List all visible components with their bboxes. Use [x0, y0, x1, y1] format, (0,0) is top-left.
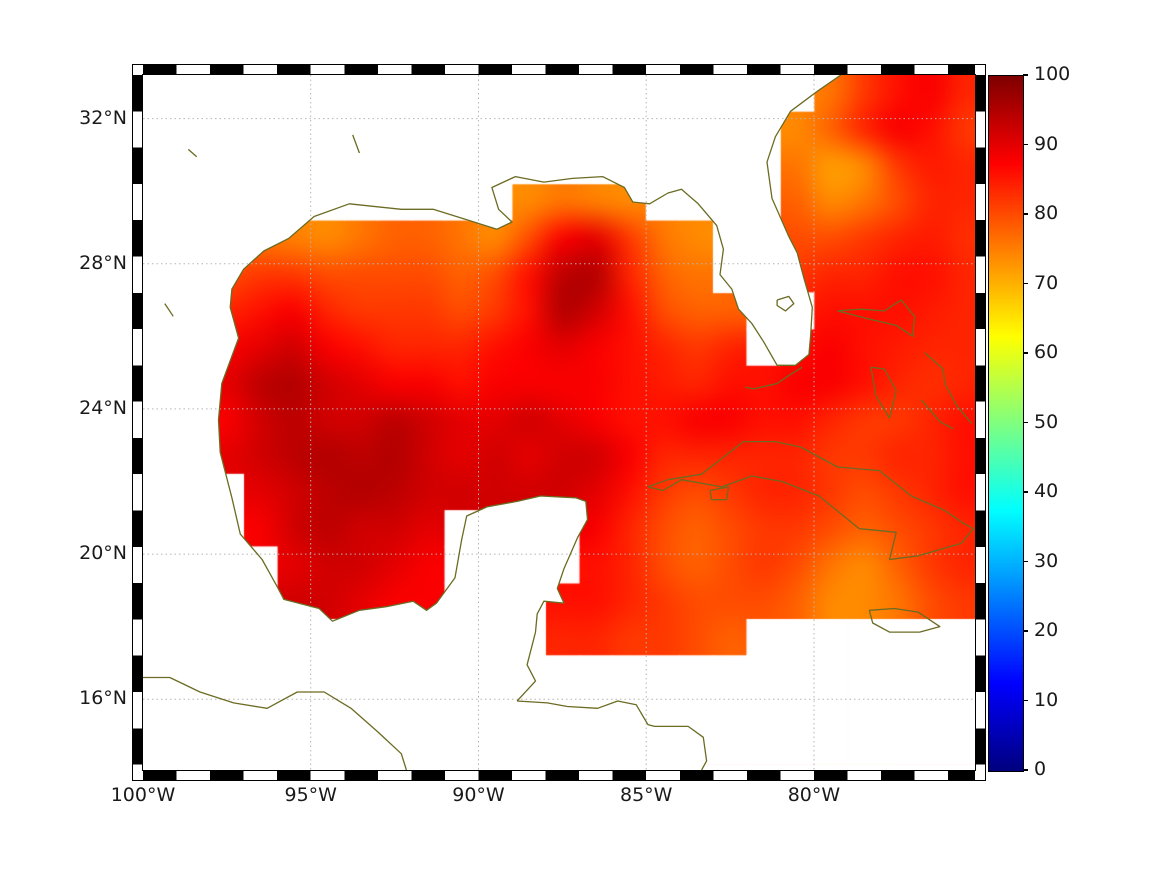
colorbar [988, 75, 1024, 772]
colorbar-tick-label: 90 [1034, 132, 1059, 155]
map-frame-bottom [133, 770, 985, 780]
y-tick-label: 16°N [79, 687, 127, 710]
colorbar-tick-label: 20 [1034, 619, 1059, 641]
colorbar-tick-label: 80 [1034, 202, 1059, 224]
x-tick-label: 95°W [284, 784, 337, 806]
colorbar-tick-label: 60 [1034, 341, 1059, 363]
x-tick-label: 90°W [452, 784, 505, 806]
y-tick-label: 28°N [79, 251, 127, 274]
map-frame-top [133, 65, 985, 75]
y-tick-label: 20°N [79, 542, 127, 565]
x-tick-label: 80°W [787, 784, 841, 806]
colorbar-tick-label: 10 [1034, 688, 1059, 711]
colorbar-tick-label: 40 [1034, 480, 1059, 502]
colorbar-tick-label: 70 [1034, 271, 1059, 294]
heatmap-canvas [143, 75, 975, 770]
x-tick-label: 100°W [110, 784, 176, 806]
colorbar-tick-label: 50 [1034, 410, 1059, 433]
map-frame-left [133, 65, 143, 780]
x-tick-label: 85°W [619, 784, 673, 806]
map-frame-right [975, 65, 985, 780]
colorbar-tick-label: 100 [1034, 63, 1071, 85]
colorbar-tick-label: 30 [1034, 549, 1059, 572]
colorbar-tick-label: 0 [1034, 758, 1047, 780]
y-tick-label: 24°N [79, 396, 127, 419]
y-tick-label: 32°N [79, 106, 127, 129]
